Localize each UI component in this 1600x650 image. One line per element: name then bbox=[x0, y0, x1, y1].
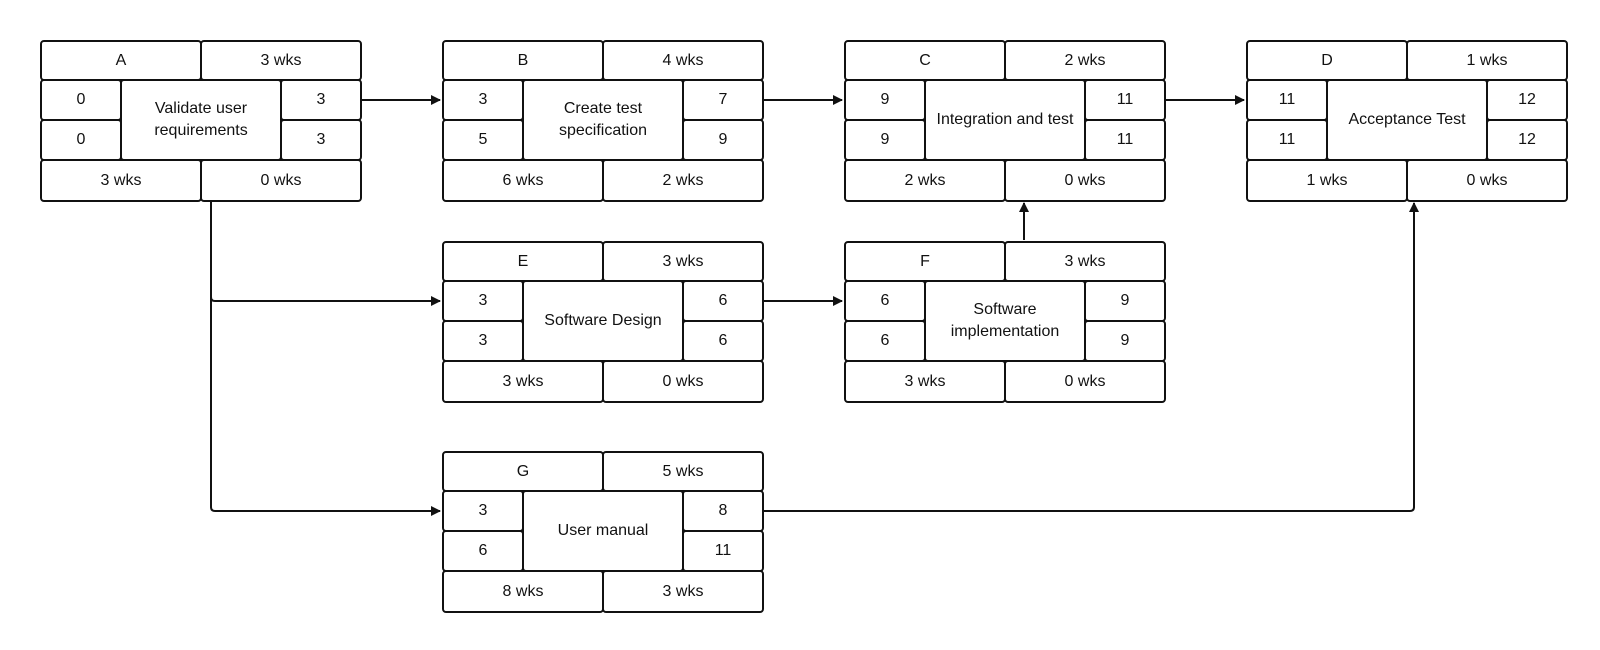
early-finish: 9 bbox=[1084, 280, 1166, 322]
slack: 0 wks bbox=[200, 159, 362, 202]
late-finish: 12 bbox=[1486, 119, 1568, 161]
activity-node-b[interactable]: B 4 wks 3 5 Create test specification 7 … bbox=[442, 40, 764, 202]
activity-name: Integration and test bbox=[924, 79, 1086, 161]
activity-duration: 3 wks bbox=[602, 241, 764, 282]
late-finish: 11 bbox=[682, 530, 764, 572]
activity-id: F bbox=[844, 241, 1006, 282]
activity-name: Software implementation bbox=[924, 280, 1086, 362]
early-finish: 6 bbox=[682, 280, 764, 322]
edge-g-d bbox=[764, 202, 1419, 512]
edge-a-e bbox=[210, 201, 441, 306]
activity-name: Validate user requirements bbox=[120, 79, 282, 161]
slack: 3 wks bbox=[602, 570, 764, 613]
late-start: 6 bbox=[442, 530, 524, 572]
total-duration: 1 wks bbox=[1246, 159, 1408, 202]
early-finish: 12 bbox=[1486, 79, 1568, 121]
late-finish: 9 bbox=[1084, 320, 1166, 362]
slack: 0 wks bbox=[1004, 360, 1166, 403]
activity-duration: 3 wks bbox=[200, 40, 362, 81]
activity-id: D bbox=[1246, 40, 1408, 81]
total-duration: 3 wks bbox=[40, 159, 202, 202]
early-start: 6 bbox=[844, 280, 926, 322]
activity-name: Acceptance Test bbox=[1326, 79, 1488, 161]
activity-node-g[interactable]: G 5 wks 3 6 User manual 8 11 8 wks 3 wks bbox=[442, 451, 764, 613]
late-start: 11 bbox=[1246, 119, 1328, 161]
activity-name: User manual bbox=[522, 490, 684, 572]
early-start: 3 bbox=[442, 490, 524, 532]
late-finish: 9 bbox=[682, 119, 764, 161]
activity-name: Software Design bbox=[522, 280, 684, 362]
activity-name: Create test specification bbox=[522, 79, 684, 161]
edge-a-g bbox=[210, 201, 441, 516]
total-duration: 6 wks bbox=[442, 159, 604, 202]
activity-node-a[interactable]: A 3 wks 0 0 Validate user requirements 3… bbox=[40, 40, 362, 202]
slack: 0 wks bbox=[602, 360, 764, 403]
activity-duration: 5 wks bbox=[602, 451, 764, 492]
early-start: 9 bbox=[844, 79, 926, 121]
activity-id: G bbox=[442, 451, 604, 492]
activity-duration: 4 wks bbox=[602, 40, 764, 81]
late-start: 9 bbox=[844, 119, 926, 161]
activity-id: A bbox=[40, 40, 202, 81]
slack: 0 wks bbox=[1004, 159, 1166, 202]
total-duration: 8 wks bbox=[442, 570, 604, 613]
activity-node-f[interactable]: F 3 wks 6 6 Software implementation 9 9 … bbox=[844, 241, 1166, 403]
activity-id: B bbox=[442, 40, 604, 81]
total-duration: 3 wks bbox=[844, 360, 1006, 403]
total-duration: 2 wks bbox=[844, 159, 1006, 202]
early-finish: 3 bbox=[280, 79, 362, 121]
activity-node-d[interactable]: D 1 wks 11 11 Acceptance Test 12 12 1 wk… bbox=[1246, 40, 1568, 202]
late-finish: 6 bbox=[682, 320, 764, 362]
early-finish: 8 bbox=[682, 490, 764, 532]
early-start: 0 bbox=[40, 79, 122, 121]
early-start: 11 bbox=[1246, 79, 1328, 121]
early-finish: 7 bbox=[682, 79, 764, 121]
late-finish: 11 bbox=[1084, 119, 1166, 161]
late-start: 6 bbox=[844, 320, 926, 362]
activity-id: E bbox=[442, 241, 604, 282]
activity-duration: 1 wks bbox=[1406, 40, 1568, 81]
late-start: 3 bbox=[442, 320, 524, 362]
late-start: 0 bbox=[40, 119, 122, 161]
late-finish: 3 bbox=[280, 119, 362, 161]
activity-node-c[interactable]: C 2 wks 9 9 Integration and test 11 11 2… bbox=[844, 40, 1166, 202]
activity-id: C bbox=[844, 40, 1006, 81]
early-finish: 11 bbox=[1084, 79, 1166, 121]
activity-node-e[interactable]: E 3 wks 3 3 Software Design 6 6 3 wks 0 … bbox=[442, 241, 764, 403]
slack: 2 wks bbox=[602, 159, 764, 202]
late-start: 5 bbox=[442, 119, 524, 161]
early-start: 3 bbox=[442, 79, 524, 121]
activity-duration: 2 wks bbox=[1004, 40, 1166, 81]
total-duration: 3 wks bbox=[442, 360, 604, 403]
early-start: 3 bbox=[442, 280, 524, 322]
activity-duration: 3 wks bbox=[1004, 241, 1166, 282]
slack: 0 wks bbox=[1406, 159, 1568, 202]
